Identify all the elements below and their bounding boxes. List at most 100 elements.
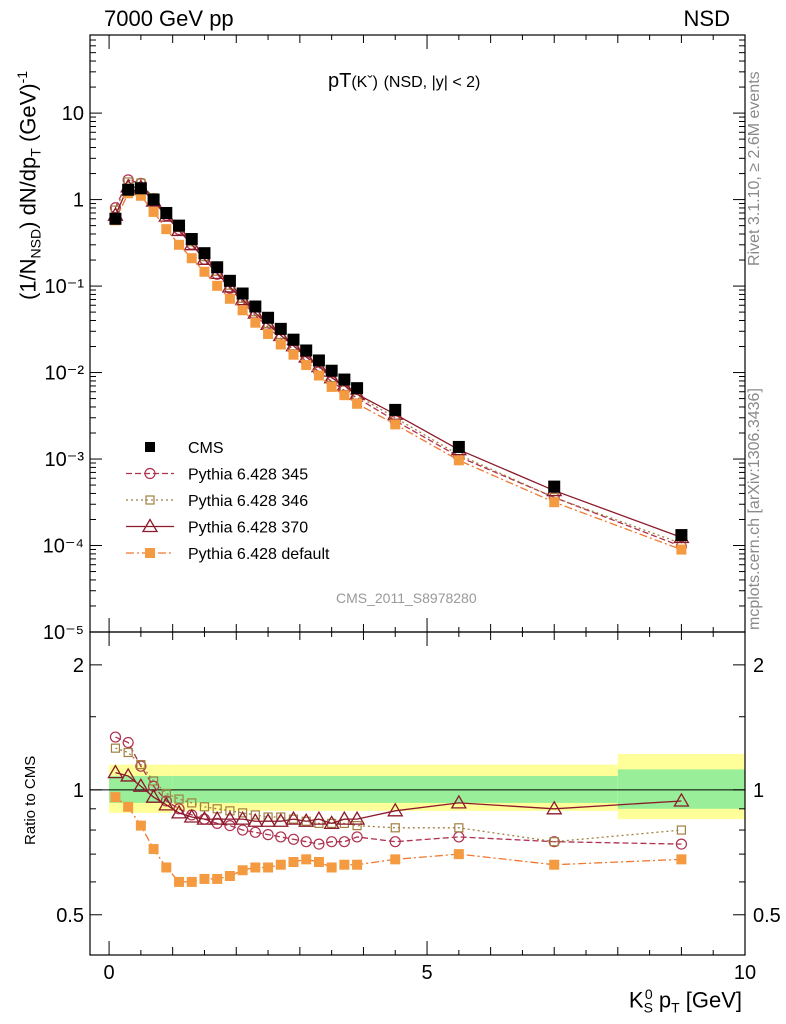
ratio-series-point: [250, 810, 260, 820]
legend-label: Pythia 6.428 default: [188, 546, 330, 563]
legend-marker: [145, 442, 155, 452]
data-point: [211, 261, 224, 274]
ratio-series-point: [135, 820, 146, 831]
ratio-series-point: [313, 838, 325, 850]
header-left: 7000 GeV pp: [104, 6, 234, 31]
ratio-series-point: [259, 812, 277, 827]
ratio-series-point: [158, 796, 175, 811]
ratio-series-point: [110, 743, 121, 753]
ratio-series-point: [221, 810, 239, 825]
ratio-series-point: [161, 862, 172, 873]
ratio-series-point: [675, 838, 688, 850]
ratio-y-tick-label-right: 1: [753, 780, 764, 802]
data-point: [223, 274, 236, 287]
ratio-series-point: [174, 876, 185, 887]
main-series-point: [390, 419, 401, 430]
ratio-series-point: [546, 800, 563, 815]
data-point: [134, 182, 147, 195]
ratio-series-point: [186, 876, 197, 887]
ratio-series-point: [338, 836, 350, 848]
ratio-series-point: [224, 870, 235, 881]
data-point: [300, 344, 313, 357]
ratio-series-point: [287, 833, 300, 845]
data-point: [452, 440, 465, 453]
ratio-series-point: [109, 731, 122, 743]
main-series-point: [263, 328, 274, 339]
ratio-series-point: [247, 812, 264, 827]
main-y-tick-label: 10⁻⁴: [43, 536, 84, 558]
main-y-tick-label: 10: [62, 103, 84, 125]
data-point: [160, 206, 173, 219]
ratio-series-point: [339, 859, 350, 870]
data-point: [198, 247, 211, 260]
ratio-series-point: [310, 810, 328, 825]
legend-marker: [145, 548, 155, 558]
ratio-series-point: [187, 798, 197, 808]
ratio-series-point: [387, 802, 404, 817]
plot-title: pT(Kˇ) (NSD, |y| < 2): [328, 70, 480, 93]
ratio-series-point: [298, 812, 315, 827]
main-series-point: [326, 381, 337, 392]
ratio-series-point: [250, 862, 261, 873]
x-tick-label: 10: [734, 962, 756, 984]
ratio-series-point: [199, 873, 210, 884]
main-series-line: [114, 179, 682, 548]
main-series-point: [339, 390, 350, 401]
ratio-y-tick-label-left: 2: [73, 655, 84, 677]
ratio-series-point: [272, 812, 289, 827]
ratio-series-point: [390, 854, 401, 865]
legend-label: CMS: [188, 440, 224, 457]
data-point: [274, 322, 287, 335]
data-point: [351, 382, 364, 395]
main-series-point: [212, 280, 223, 291]
ratio-series-point: [234, 810, 251, 825]
ratio-series-point: [351, 831, 363, 843]
data-point: [287, 333, 300, 346]
ratio-series-point: [263, 862, 274, 873]
ratio-series-point: [453, 849, 464, 860]
main-y-tick-label: 10⁻³: [45, 449, 85, 471]
ratio-series-point: [145, 788, 162, 803]
data-point: [325, 364, 338, 377]
data-point: [147, 193, 160, 206]
data-point: [185, 233, 198, 246]
data-point: [262, 311, 275, 324]
main-series-point: [148, 206, 159, 217]
x-tick-label: 5: [421, 962, 432, 984]
main-y-tick-label: 10⁻¹: [45, 276, 85, 298]
ratio-series-point: [249, 826, 261, 838]
main-series-point: [224, 293, 235, 304]
legend-label: Pythia 6.428 345: [188, 467, 308, 484]
ratio-series-point: [123, 801, 134, 812]
legend-marker: [141, 518, 159, 533]
data-point: [122, 183, 135, 196]
ratio-series-point: [549, 859, 560, 870]
ratio-series-point: [275, 831, 287, 843]
title-main: pT: [328, 70, 352, 92]
analysis-reference: CMS_2011_S8978280: [336, 590, 477, 606]
ratio-series-point: [211, 817, 223, 830]
ratio-y-tick-label-right: 2: [753, 655, 764, 677]
ratio-series-point: [238, 808, 248, 818]
legend-marker: [144, 467, 156, 480]
main-plot-frame: [89, 34, 746, 633]
ratio-series-line: [115, 772, 682, 825]
ratio-series-point: [196, 810, 213, 825]
main-series-point: [301, 359, 312, 370]
main-series-point: [199, 266, 210, 277]
title-tail: (NSD, |y| < 2): [383, 74, 481, 91]
main-series-point: [186, 253, 197, 264]
ratio-series-point: [676, 825, 687, 835]
main-series-point: [676, 544, 687, 555]
ratio-series-point: [107, 764, 124, 779]
ratio-series-point: [136, 760, 146, 770]
main-series-point: [275, 339, 286, 350]
ratio-series-point: [132, 777, 150, 792]
legend-marker: [145, 495, 155, 505]
ratio-series-point: [122, 736, 134, 749]
main-series-point: [313, 370, 324, 381]
ratio-series-point: [549, 837, 559, 847]
data-point: [675, 529, 688, 542]
data-point: [236, 287, 249, 300]
